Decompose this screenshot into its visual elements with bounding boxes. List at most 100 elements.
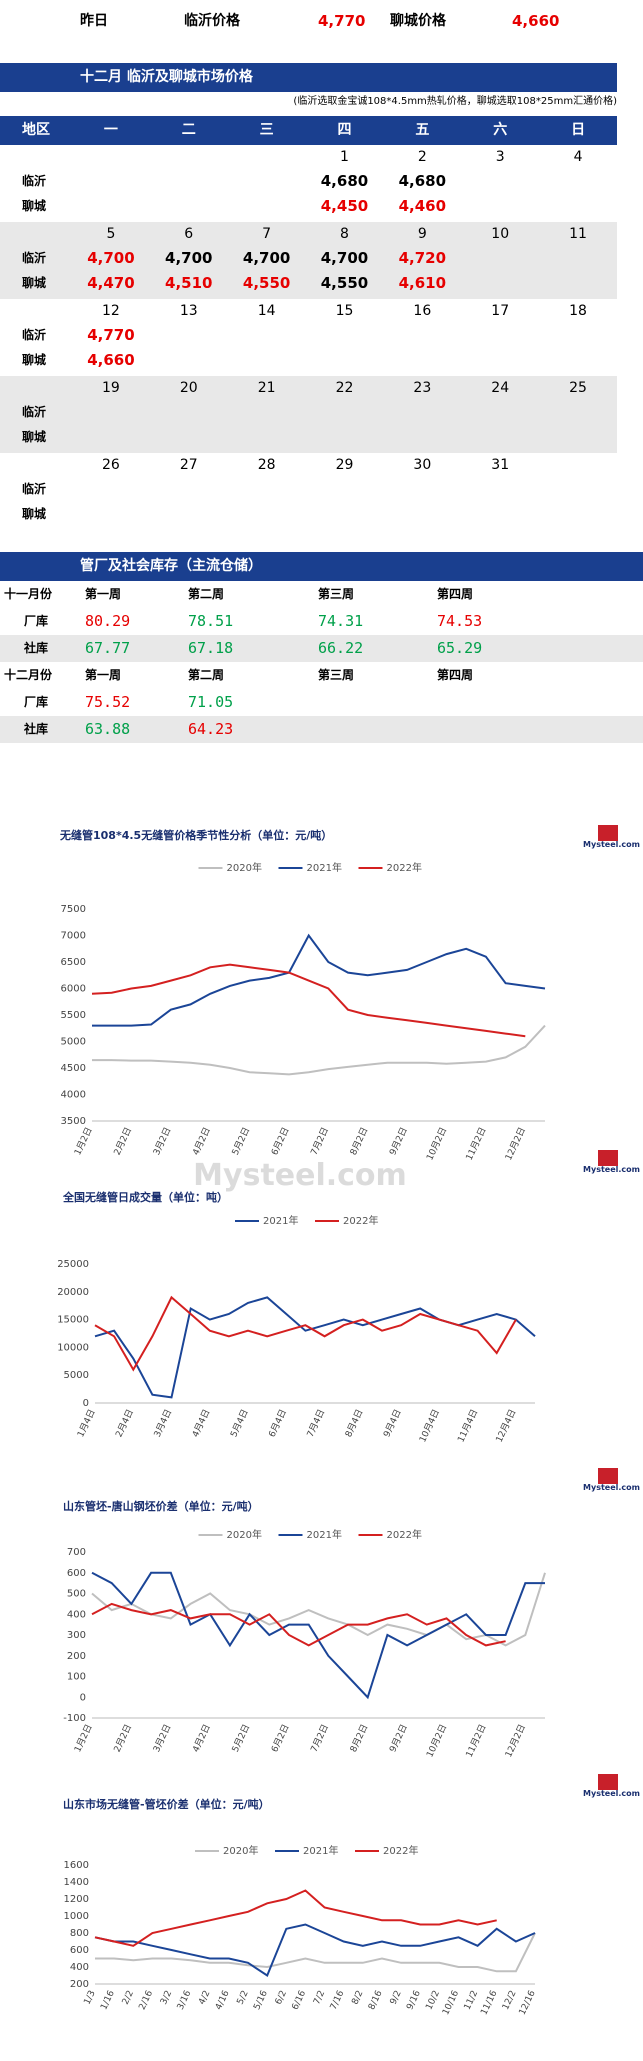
inventory-header: 第四周 [437, 668, 474, 682]
inventory-value: 67.18 [188, 639, 234, 657]
logo-mark [598, 1468, 618, 1484]
chart-title: 无缝管108*4.5无缝管价格季节性分析（单位：元/吨） [59, 828, 332, 842]
y-tick-label: 7000 [61, 931, 86, 942]
x-tick-label: 12/16 [518, 1989, 538, 2017]
day-number: 4 [573, 149, 583, 165]
inventory-header: 第三周 [318, 587, 355, 601]
day-number: 13 [179, 303, 198, 319]
x-tick-label: 2/2 [121, 1989, 136, 2006]
legend-label: 2021年 [307, 861, 342, 874]
summary-price: 4,660 [512, 12, 560, 30]
y-tick-label: 5000 [64, 1370, 89, 1381]
x-tick-label: 1月4日 [75, 1408, 97, 1439]
x-tick-label: 7/16 [329, 1989, 347, 2012]
legend-label: 2022年 [387, 1528, 422, 1541]
inventory-value: 64.23 [188, 720, 234, 738]
calendar-title-bar: 十二月 临沂及聊城市场价格 [0, 63, 617, 92]
day-number: 1 [340, 149, 349, 165]
city-label: 聊城 [22, 430, 47, 444]
inventory-header: 第三周 [318, 668, 355, 682]
legend-label: 2020年 [223, 1844, 258, 1857]
series-line [94, 1923, 536, 1978]
inventory-value: 66.22 [318, 639, 364, 657]
day-number: 17 [491, 303, 510, 319]
x-tick-label: 10月4日 [417, 1408, 442, 1445]
y-tick-label: 700 [67, 1547, 86, 1558]
price-cell: 4,550 [320, 274, 369, 292]
price-cell: 4,550 [242, 274, 291, 292]
x-tick-label: 2/16 [138, 1989, 156, 2012]
y-tick-label: 7500 [61, 904, 86, 915]
series-line [91, 1571, 545, 1700]
day-number: 3 [495, 149, 505, 165]
inventory-value: 78.51 [188, 612, 234, 630]
week-row: 临沂 聊城 19 20 21 22 23 24 25 [0, 376, 617, 453]
x-tick-label: 2月2日 [112, 1723, 134, 1754]
y-tick-label: 3500 [61, 1116, 86, 1127]
y-tick-label: 5000 [61, 1037, 86, 1048]
x-tick-label: 3/2 [159, 1989, 174, 2006]
inventory-value: 67.77 [85, 639, 131, 657]
summary-label: 临沂价格 [184, 13, 240, 29]
city-label: 聊城 [22, 199, 47, 213]
y-tick-label: 500 [67, 1589, 86, 1600]
city-label: 聊城 [22, 276, 47, 290]
inventory-header: 十一月份 [4, 587, 53, 601]
x-tick-label: 7月4日 [305, 1408, 327, 1439]
chart-title: 全国无缝管日成交量（单位：吨） [62, 1190, 228, 1204]
y-tick-label: 0 [80, 1692, 86, 1703]
x-tick-label: 5/16 [252, 1989, 270, 2012]
price-cell: 4,770 [87, 326, 135, 344]
day-number: 6 [184, 226, 194, 242]
x-tick-label: 10月2日 [424, 1723, 449, 1760]
price-cell: 4,450 [320, 197, 369, 215]
inventory-value: 74.31 [318, 612, 364, 630]
logo: Mysteel.com [583, 1483, 640, 1492]
day-number: 23 [413, 380, 432, 396]
x-tick-label: 11月4日 [455, 1408, 480, 1445]
week-row: 临沂 聊城 26 27 28 29 30 31 [0, 453, 617, 530]
series-line [94, 1296, 536, 1399]
y-tick-label: 10000 [57, 1342, 89, 1353]
y-tick-label: 200 [67, 1651, 86, 1662]
y-tick-label: 4500 [61, 1063, 86, 1074]
chart-title: 山东市场无缝管-管坯价差（单位：元/吨） [63, 1797, 270, 1811]
legend-label: 2022年 [387, 861, 422, 874]
price-cell: 4,470 [87, 274, 135, 292]
inventory-value: 71.05 [188, 693, 234, 711]
inventory-row: 社库 63.88 64.23 [0, 716, 643, 743]
price-cell: 4,510 [165, 274, 213, 292]
legend-label: 2020年 [227, 1528, 262, 1541]
day-number: 14 [257, 303, 276, 319]
chart: 山东管坯-唐山钢坯价差（单位：元/吨） Mysteel.com 2020年 2021年… [63, 1468, 640, 1760]
price-cell: 4,720 [398, 249, 447, 267]
legend-label: 2021年 [307, 1528, 342, 1541]
x-tick-label: 9月4日 [381, 1408, 403, 1439]
series-line [92, 933, 546, 1027]
x-tick-label: 9/16 [405, 1989, 423, 2012]
y-tick-label: 400 [70, 1962, 89, 1973]
summary-price: 4,770 [318, 12, 366, 30]
y-tick-label: 6000 [61, 984, 86, 995]
inventory-header: 第二周 [188, 668, 225, 682]
x-tick-label: 5月4日 [228, 1408, 250, 1439]
series-line [94, 1889, 497, 1947]
y-tick-label: 20000 [57, 1287, 89, 1298]
price-cell: 4,700 [87, 249, 135, 267]
city-label: 临沂 [22, 482, 47, 496]
day-number: 16 [413, 303, 432, 319]
day-number: 2 [417, 149, 427, 165]
x-tick-label: 7/2 [312, 1989, 327, 2006]
inventory-value: 75.52 [85, 693, 131, 711]
x-tick-label: 4/2 [197, 1989, 212, 2006]
x-tick-label: 4月4日 [190, 1408, 212, 1439]
x-tick-label: 11/16 [479, 1989, 499, 2017]
x-tick-label: 8/16 [367, 1989, 385, 2012]
header-cell: 五 [415, 122, 430, 138]
x-tick-label: 3月2日 [151, 1723, 173, 1754]
inventory-header-row: 十二月份 第一周 第二周 第三周 第四周 [0, 662, 643, 689]
y-tick-label: 200 [70, 1979, 89, 1990]
city-label: 临沂 [22, 174, 47, 188]
day-number: 12 [102, 303, 120, 319]
y-tick-label: 400 [67, 1609, 86, 1620]
